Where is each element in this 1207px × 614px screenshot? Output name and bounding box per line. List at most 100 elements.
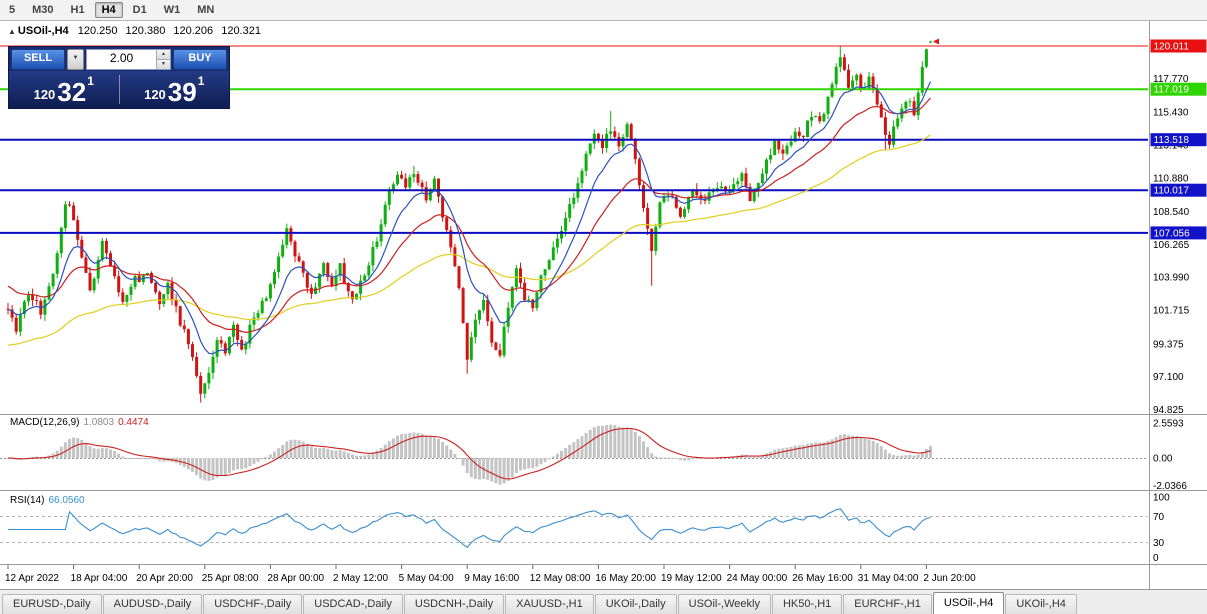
chart-title: ▲ USOil-,H4 120.250 120.380 120.206 120.3… <box>8 25 266 37</box>
svg-text:2.5593: 2.5593 <box>1153 419 1184 430</box>
buy-price-main: 120 <box>144 87 166 102</box>
chart-symbol: USOil-,H4 <box>17 25 69 37</box>
rsi-indicator-label: RSI(14) 66.0560 <box>10 495 85 506</box>
chart-tab-usdcnh-daily[interactable]: USDCNH-,Daily <box>403 594 505 614</box>
svg-text:20 Apr 20:00: 20 Apr 20:00 <box>136 573 193 584</box>
chart-tab-xauusd-h1[interactable]: XAUUSD-,H1 <box>505 594 594 614</box>
sell-price-sup: 1 <box>87 74 94 88</box>
macd-panel: 2.5593 0.00 -2.0366 <box>0 419 1187 492</box>
buy-price-pips: 39 <box>167 76 197 107</box>
price-badge <box>1150 133 1207 147</box>
bid-ask-quotes: 120 32 1 120 39 1 <box>9 71 229 108</box>
volume-up-button[interactable]: ▲ <box>157 50 170 60</box>
timeframe-button-MN[interactable]: MN <box>197 4 215 16</box>
svg-text:101.715: 101.715 <box>1153 306 1190 317</box>
chart-tab-eurchf-h1[interactable]: EURCHF-,H1 <box>843 594 932 614</box>
svg-text:26 May 16:00: 26 May 16:00 <box>792 573 853 584</box>
svg-text:16 May 20:00: 16 May 20:00 <box>595 573 656 584</box>
chart-tab-ukoil-daily[interactable]: UKOil-,Daily <box>594 594 677 614</box>
sell-price-main: 120 <box>33 87 56 102</box>
svg-text:9 May 16:00: 9 May 16:00 <box>464 573 519 584</box>
sell-price-pips: 32 <box>57 76 87 107</box>
svg-text:12 May 08:00: 12 May 08:00 <box>530 573 591 584</box>
macd-value: 1.0803 <box>83 417 115 428</box>
buy-price-sup: 1 <box>197 74 205 88</box>
svg-text:18 Apr 04:00: 18 Apr 04:00 <box>71 573 128 584</box>
svg-text:117.770: 117.770 <box>1153 74 1189 85</box>
chart-tab-usdcad-daily[interactable]: USDCAD-,Daily <box>303 594 403 614</box>
price-axis: 117.770115.430113.140110.880108.540106.2… <box>1150 39 1207 416</box>
chart-tab-usoil-weekly[interactable]: USOil-,Weekly <box>677 594 771 614</box>
moving-average-lines <box>7 81 932 355</box>
rsi-name: RSI(14) <box>10 495 45 506</box>
svg-text:110.880: 110.880 <box>1153 173 1189 184</box>
svg-text:-2.0366: -2.0366 <box>1153 481 1187 492</box>
svg-text:100: 100 <box>1153 493 1170 504</box>
timeframe-button-5[interactable]: 5 <box>9 4 16 16</box>
svg-text:108.540: 108.540 <box>1153 207 1190 218</box>
svg-text:12 Apr 2022: 12 Apr 2022 <box>5 573 59 584</box>
price-badge <box>1150 226 1207 240</box>
svg-text:115.430: 115.430 <box>1153 108 1189 119</box>
svg-text:0.00: 0.00 <box>1153 454 1173 465</box>
chart-tab-hk50-h1[interactable]: HK50-,H1 <box>771 594 843 614</box>
ohlc-close: 120.321 <box>221 25 261 37</box>
timeframe-button-H1[interactable]: H1 <box>70 4 85 16</box>
timeframe-toolbar: 5 M30 H1 H4 D1 W1 MN <box>0 0 1207 20</box>
chart-tab-ukoil-h4[interactable]: UKOil-,H4 <box>1005 594 1077 614</box>
timeframe-button-H4[interactable]: H4 <box>94 2 123 18</box>
svg-text:5 May 04:00: 5 May 04:00 <box>399 573 454 584</box>
last-price-marker <box>933 38 939 45</box>
volume-steppers: ▲ ▼ <box>156 50 170 69</box>
price-badge <box>1150 183 1207 197</box>
ohlc-low: 120.206 <box>173 25 214 37</box>
macd-signal-value: 0.4474 <box>118 417 149 428</box>
time-axis: 12 Apr 2022 18 Apr 04:00 20 Apr 20:00 25 Ap… <box>5 565 976 584</box>
volume-down-button[interactable]: ▼ <box>157 60 170 69</box>
buy-button[interactable]: BUY <box>173 49 227 70</box>
rsi-value: 66.0560 <box>48 495 85 506</box>
svg-text:31 May 04:00: 31 May 04:00 <box>858 573 919 584</box>
svg-text:30: 30 <box>1153 538 1165 549</box>
svg-text:2 May 12:00: 2 May 12:00 <box>333 573 388 584</box>
sell-price[interactable]: 120 32 1 <box>9 71 119 108</box>
svg-text:0: 0 <box>1153 553 1159 564</box>
volume-field[interactable]: 2.00 ▲ ▼ <box>86 49 171 70</box>
macd-name: MACD(12,26,9) <box>10 417 80 428</box>
chart-background <box>0 21 1207 589</box>
svg-text:25 Apr 08:00: 25 Apr 08:00 <box>202 573 259 584</box>
svg-text:120.011: 120.011 <box>1154 42 1190 53</box>
timeframe-button-D1[interactable]: D1 <box>132 4 147 16</box>
chart-tab-eurusd-daily[interactable]: EURUSD-,Daily <box>2 594 102 614</box>
svg-text:28 Apr 00:00: 28 Apr 00:00 <box>267 573 324 584</box>
ohlc-high: 120.380 <box>125 25 166 37</box>
volume-value: 2.00 <box>109 51 134 65</box>
timeframe-button-M30[interactable]: M30 <box>32 4 54 16</box>
svg-text:94.825: 94.825 <box>1153 405 1184 416</box>
chart-tab-bar: EURUSD-,Daily AUDUSD-,Daily USDCHF-,Daily U… <box>0 589 1207 614</box>
trade-controls-row: SELL ▼ 2.00 ▲ ▼ BUY <box>9 47 229 71</box>
ohlc-open: 120.250 <box>77 25 118 37</box>
svg-text:99.375: 99.375 <box>1153 339 1184 350</box>
quote-divider <box>118 75 120 104</box>
chart-tab-usoil-h4[interactable]: USOil-,H4 <box>932 592 1005 614</box>
svg-text:107.056: 107.056 <box>1154 228 1191 239</box>
svg-text:106.265: 106.265 <box>1153 240 1190 251</box>
chevron-down-icon: ▼ <box>72 55 79 61</box>
buy-price[interactable]: 120 39 1 <box>120 71 230 108</box>
collapse-icon[interactable]: ▲ <box>8 27 16 36</box>
order-type-dropdown[interactable]: ▼ <box>67 49 84 70</box>
price-badge <box>1150 82 1207 96</box>
sell-button[interactable]: SELL <box>11 49 65 70</box>
timeframe-button-W1[interactable]: W1 <box>163 4 181 16</box>
macd-indicator-label: MACD(12,26,9) 1.0803 0.4474 <box>10 417 149 428</box>
chart-tab-usdchf-daily[interactable]: USDCHF-,Daily <box>203 594 303 614</box>
price-badge <box>1150 39 1207 53</box>
chart-tab-audusd-daily[interactable]: AUDUSD-,Daily <box>102 594 203 614</box>
svg-text:24 May 00:00: 24 May 00:00 <box>727 573 788 584</box>
svg-text:103.990: 103.990 <box>1153 273 1190 284</box>
svg-text:70: 70 <box>1153 512 1165 523</box>
svg-text:110.017: 110.017 <box>1154 186 1190 197</box>
svg-text:2 Jun 20:00: 2 Jun 20:00 <box>923 573 976 584</box>
